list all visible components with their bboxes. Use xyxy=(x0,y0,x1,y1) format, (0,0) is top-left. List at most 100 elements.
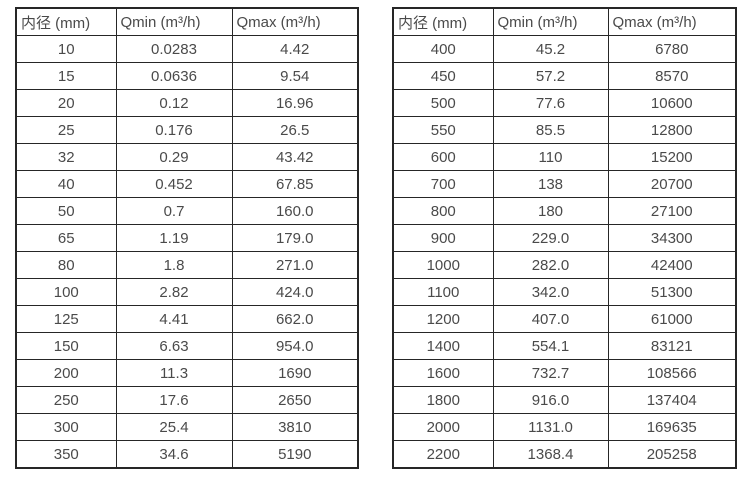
column-header-qmax: Qmax (m³/h) xyxy=(231,7,359,36)
table-cell: 424.0 xyxy=(231,278,359,306)
table-cell: 77.6 xyxy=(492,89,609,117)
table-cell: 1800 xyxy=(392,386,494,414)
table-cell: 800 xyxy=(392,197,494,225)
table-cell: 85.5 xyxy=(492,116,609,144)
column-header-qmin: Qmin (m³/h) xyxy=(492,7,609,36)
table-cell: 662.0 xyxy=(231,305,359,333)
table-cell: 1400 xyxy=(392,332,494,360)
table-row: 350 34.6 5190 xyxy=(15,440,359,469)
table-cell: 1100 xyxy=(392,278,494,306)
table-cell: 100 xyxy=(15,278,117,306)
header-row: 内径 (mm) Qmin (m³/h) Qmax (m³/h) xyxy=(392,7,737,36)
table-row: 1600 732.7 108566 xyxy=(392,359,737,387)
table-cell: 80 xyxy=(15,251,117,279)
table-cell: 0.452 xyxy=(115,170,233,198)
table-header: 内径 (mm) Qmin (m³/h) Qmax (m³/h) xyxy=(15,7,359,36)
table-cell: 67.85 xyxy=(231,170,359,198)
table-cell: 732.7 xyxy=(492,359,609,387)
header-row: 内径 (mm) Qmin (m³/h) Qmax (m³/h) xyxy=(15,7,359,36)
table-row: 450 57.2 8570 xyxy=(392,62,737,90)
flow-table-small-diameters: 内径 (mm) Qmin (m³/h) Qmax (m³/h) 10 0.0283… xyxy=(15,7,359,469)
table-row: 400 45.2 6780 xyxy=(392,35,737,63)
table-row: 700 138 20700 xyxy=(392,170,737,198)
table-cell: 40 xyxy=(15,170,117,198)
table-cell: 250 xyxy=(15,386,117,414)
table-cell: 45.2 xyxy=(492,35,609,63)
table-cell: 180 xyxy=(492,197,609,225)
table-cell: 200 xyxy=(15,359,117,387)
table-row: 80 1.8 271.0 xyxy=(15,251,359,279)
table-cell: 900 xyxy=(392,224,494,252)
table-cell: 0.0636 xyxy=(115,62,233,90)
table-cell: 51300 xyxy=(607,278,737,306)
table-cell: 1600 xyxy=(392,359,494,387)
table-cell: 282.0 xyxy=(492,251,609,279)
flow-spec-tables: 内径 (mm) Qmin (m³/h) Qmax (m³/h) 10 0.0283… xyxy=(15,7,737,469)
table-cell: 25 xyxy=(15,116,117,144)
table-cell: 1690 xyxy=(231,359,359,387)
table-cell: 0.12 xyxy=(115,89,233,117)
table-cell: 600 xyxy=(392,143,494,171)
table-cell: 6780 xyxy=(607,35,737,63)
table-cell: 27100 xyxy=(607,197,737,225)
table-cell: 407.0 xyxy=(492,305,609,333)
table-cell: 50 xyxy=(15,197,117,225)
table-cell: 34.6 xyxy=(115,440,233,469)
table-cell: 4.42 xyxy=(231,35,359,63)
table-cell: 10600 xyxy=(607,89,737,117)
table-row: 1200 407.0 61000 xyxy=(392,305,737,333)
table-cell: 137404 xyxy=(607,386,737,414)
table-cell: 4.41 xyxy=(115,305,233,333)
table-cell: 83121 xyxy=(607,332,737,360)
table-cell: 2200 xyxy=(392,440,494,469)
table-cell: 25.4 xyxy=(115,413,233,441)
table-cell: 205258 xyxy=(607,440,737,469)
table-cell: 138 xyxy=(492,170,609,198)
table-cell: 1131.0 xyxy=(492,413,609,441)
table-row: 1800 916.0 137404 xyxy=(392,386,737,414)
table-row: 600 110 15200 xyxy=(392,143,737,171)
table-cell: 300 xyxy=(15,413,117,441)
table-cell: 20 xyxy=(15,89,117,117)
table-cell: 400 xyxy=(392,35,494,63)
table-row: 900 229.0 34300 xyxy=(392,224,737,252)
table-row: 800 180 27100 xyxy=(392,197,737,225)
table-cell: 500 xyxy=(392,89,494,117)
table-row: 32 0.29 43.42 xyxy=(15,143,359,171)
table-cell: 8570 xyxy=(607,62,737,90)
table-cell: 150 xyxy=(15,332,117,360)
table-cell: 17.6 xyxy=(115,386,233,414)
table-cell: 350 xyxy=(15,440,117,469)
flow-table-large-diameters: 内径 (mm) Qmin (m³/h) Qmax (m³/h) 400 45.2 6… xyxy=(392,7,737,469)
table-cell: 1000 xyxy=(392,251,494,279)
table-cell: 450 xyxy=(392,62,494,90)
table-cell: 12800 xyxy=(607,116,737,144)
table-row: 25 0.176 26.5 xyxy=(15,116,359,144)
table-row: 150 6.63 954.0 xyxy=(15,332,359,360)
table-cell: 1.19 xyxy=(115,224,233,252)
table-cell: 32 xyxy=(15,143,117,171)
table-cell: 3810 xyxy=(231,413,359,441)
table-row: 250 17.6 2650 xyxy=(15,386,359,414)
table-row: 550 85.5 12800 xyxy=(392,116,737,144)
table-cell: 554.1 xyxy=(492,332,609,360)
table-header: 内径 (mm) Qmin (m³/h) Qmax (m³/h) xyxy=(392,7,737,36)
table-cell: 0.176 xyxy=(115,116,233,144)
table-cell: 108566 xyxy=(607,359,737,387)
table-cell: 0.7 xyxy=(115,197,233,225)
table-cell: 0.29 xyxy=(115,143,233,171)
table-cell: 954.0 xyxy=(231,332,359,360)
table-cell: 20700 xyxy=(607,170,737,198)
table-cell: 700 xyxy=(392,170,494,198)
column-header-qmax: Qmax (m³/h) xyxy=(607,7,737,36)
table-cell: 125 xyxy=(15,305,117,333)
table-cell: 1200 xyxy=(392,305,494,333)
table-row: 300 25.4 3810 xyxy=(15,413,359,441)
table-row: 20 0.12 16.96 xyxy=(15,89,359,117)
table-cell: 5190 xyxy=(231,440,359,469)
table-cell: 6.63 xyxy=(115,332,233,360)
table-cell: 271.0 xyxy=(231,251,359,279)
table-cell: 1368.4 xyxy=(492,440,609,469)
table-row: 1100 342.0 51300 xyxy=(392,278,737,306)
table-cell: 2650 xyxy=(231,386,359,414)
